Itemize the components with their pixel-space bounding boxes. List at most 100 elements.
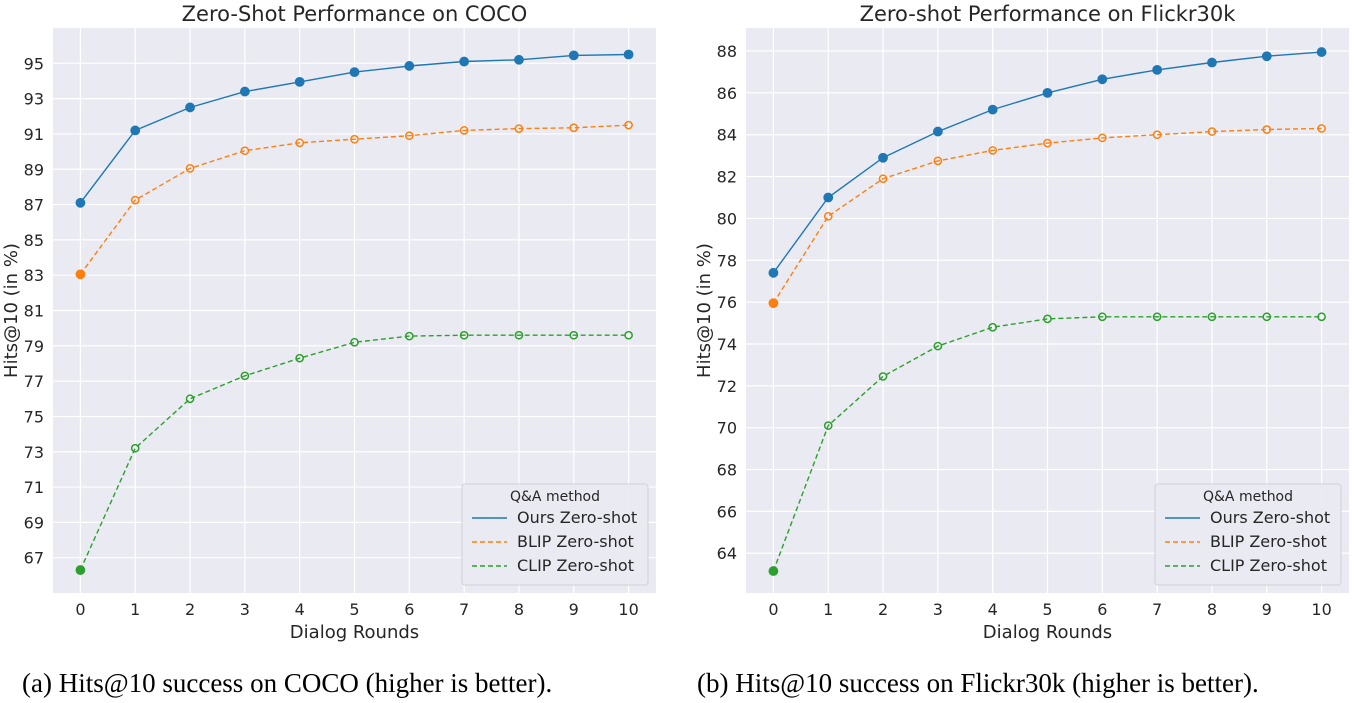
- series-line-blip: [772, 127, 1322, 304]
- data-point-ours: [404, 61, 415, 71]
- data-point-clip: [1097, 312, 1107, 322]
- data-point-blip: [768, 298, 779, 309]
- data-point-clip: [933, 341, 943, 351]
- legend-box: [1154, 483, 1342, 586]
- data-point-ours: [130, 125, 141, 136]
- caption-flickr30k: (b) Hits@10 success on Flickr30k (higher…: [697, 668, 1259, 698]
- data-point-blip: [569, 123, 579, 133]
- data-point-clip: [514, 330, 524, 340]
- data-point-ours: [1042, 87, 1053, 98]
- y-tick-label: 68: [717, 461, 737, 480]
- legend: Q&A method Ours Zero-shot BLIP Zero-shot CL…: [1154, 483, 1342, 586]
- y-tick-label: 95: [24, 54, 44, 73]
- y-axis-label: Hits@10 (in %): [1, 243, 22, 378]
- data-point-ours: [185, 102, 195, 113]
- data-point-clip: [1262, 312, 1272, 322]
- data-point-blip: [350, 134, 359, 144]
- x-tick-label: 8: [1207, 600, 1217, 619]
- data-point-blip: [295, 138, 305, 148]
- data-point-clip: [1207, 312, 1217, 322]
- data-point-blip: [878, 174, 888, 184]
- legend-label-blip: BLIP Zero-shot: [517, 532, 634, 551]
- data-point-blip: [1317, 124, 1326, 133]
- y-tick-label: 91: [24, 125, 44, 144]
- data-point-blip: [1262, 125, 1272, 134]
- data-point-ours: [568, 50, 579, 61]
- y-tick-label: 78: [717, 251, 737, 270]
- data-point-clip: [988, 322, 998, 332]
- chart-title: Zero-shot Performance on Flickr30k: [860, 2, 1237, 26]
- data-point-ours: [294, 76, 305, 87]
- x-tick-label: 10: [1311, 600, 1331, 619]
- data-point-ours: [768, 267, 779, 278]
- data-point-clip: [1043, 314, 1052, 324]
- y-tick-label: 69: [24, 513, 44, 532]
- data-point-clip: [185, 394, 195, 404]
- legend-label-ours: Ours Zero-shot: [517, 508, 637, 527]
- x-tick-label: 2: [878, 600, 888, 619]
- y-tick-label: 83: [24, 266, 44, 285]
- data-point-clip: [823, 421, 833, 430]
- data-point-blip: [1152, 130, 1162, 140]
- y-tick-label: 85: [24, 231, 44, 250]
- y-axis-label: Hits@10 (in %): [694, 243, 715, 378]
- data-point-ours: [459, 56, 470, 67]
- y-tick-label: 77: [24, 372, 44, 391]
- x-tick-label: 7: [459, 600, 469, 619]
- data-point-clip: [768, 566, 779, 576]
- data-point-clip: [130, 443, 140, 453]
- x-tick-label: 2: [185, 600, 195, 619]
- legend-label-ours: Ours Zero-shot: [1210, 508, 1330, 527]
- legend-label-clip: CLIP Zero-shot: [517, 556, 634, 575]
- data-point-blip: [185, 164, 195, 173]
- x-tick-label: 7: [1152, 600, 1162, 619]
- data-point-blip: [988, 146, 998, 155]
- data-point-ours: [349, 67, 360, 78]
- data-point-ours: [1261, 51, 1272, 62]
- data-point-blip: [404, 131, 414, 141]
- y-tick-label: 73: [24, 443, 44, 462]
- x-tick-label: 1: [130, 600, 140, 619]
- data-point-clip: [459, 330, 469, 340]
- x-tick-label: 6: [1097, 600, 1107, 619]
- x-tick-label: 9: [1262, 600, 1272, 619]
- x-tick-label: 8: [514, 600, 524, 619]
- y-tick-label: 93: [24, 90, 44, 109]
- data-point-ours: [878, 152, 888, 163]
- x-axis-label: Dialog Rounds: [290, 622, 419, 643]
- data-point-ours: [823, 192, 834, 203]
- data-point-blip: [1097, 133, 1107, 143]
- y-tick-label: 64: [717, 544, 737, 563]
- series-line-clip: [79, 334, 629, 571]
- data-point-clip: [404, 331, 414, 341]
- y-tick-label: 76: [717, 293, 737, 312]
- x-tick-label: 5: [349, 600, 359, 619]
- data-point-clip: [1317, 312, 1326, 322]
- y-tick-label: 89: [24, 160, 44, 179]
- data-point-clip: [295, 353, 305, 363]
- y-tick-label: 75: [24, 407, 44, 426]
- data-point-blip: [1043, 138, 1052, 148]
- y-tick-label: 72: [717, 377, 737, 396]
- data-point-ours: [75, 197, 86, 208]
- y-tick-label: 66: [717, 502, 737, 521]
- data-point-blip: [75, 269, 86, 280]
- legend-label-clip: CLIP Zero-shot: [1210, 556, 1327, 575]
- data-point-blip: [240, 146, 250, 156]
- data-point-clip: [350, 337, 359, 347]
- x-axis-label: Dialog Rounds: [983, 622, 1112, 643]
- x-tick-label: 0: [768, 600, 778, 619]
- data-point-ours: [987, 104, 998, 115]
- y-tick-label: 80: [717, 209, 737, 228]
- x-tick-label: 4: [295, 600, 305, 619]
- y-tick-label: 71: [24, 478, 44, 497]
- x-tick-label: 6: [404, 600, 414, 619]
- x-tick-label: 1: [823, 600, 833, 619]
- series-line-blip: [79, 124, 629, 275]
- data-point-clip: [878, 372, 888, 381]
- y-tick-label: 84: [717, 126, 737, 145]
- data-point-clip: [75, 565, 86, 575]
- data-point-ours: [514, 54, 524, 65]
